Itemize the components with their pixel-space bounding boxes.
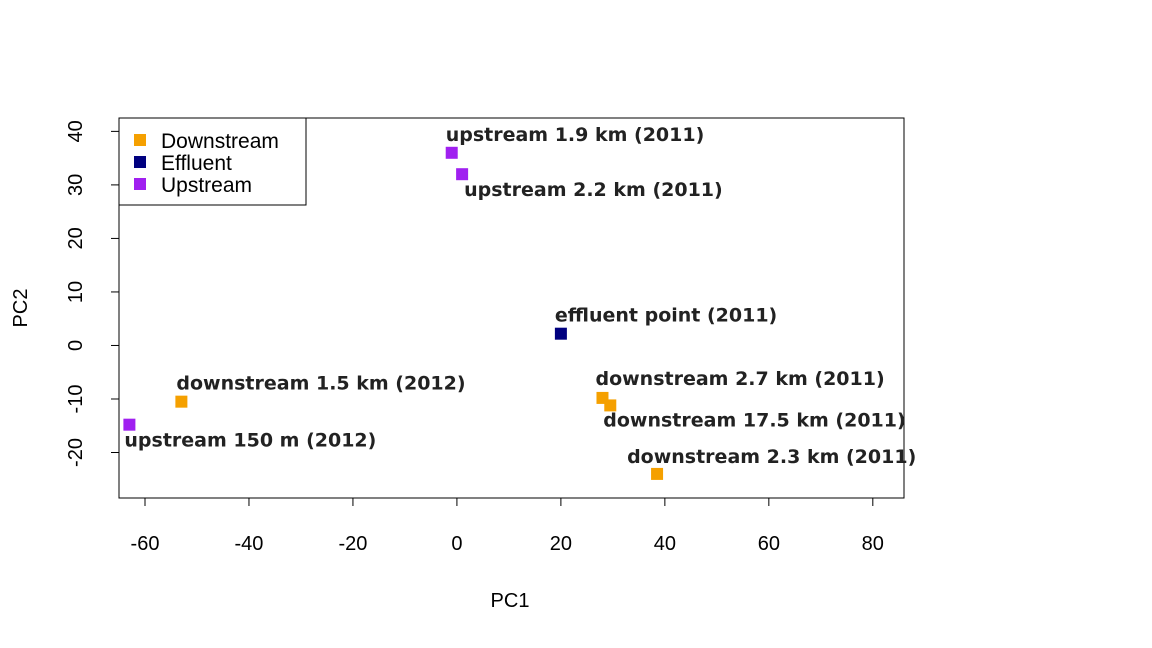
legend-swatch-upstream xyxy=(134,178,146,190)
data-point-marker xyxy=(175,395,188,408)
data-point-marker xyxy=(445,146,458,159)
data-point-marker xyxy=(123,418,136,431)
x-tick-label: 20 xyxy=(550,533,572,555)
y-tick-label: 10 xyxy=(65,281,87,303)
x-tick-label: -60 xyxy=(131,533,160,555)
x-axis-title: PC1 xyxy=(491,590,530,612)
data-point-marker xyxy=(456,168,469,181)
legend-label-effluent: Effluent xyxy=(161,152,232,175)
data-point-label: downstream 17.5 km (2011) xyxy=(603,409,905,431)
y-axis-title: PC2 xyxy=(10,289,32,328)
legend-swatch-downstream xyxy=(134,134,146,146)
data-point-label: upstream 150 m (2012) xyxy=(124,430,376,452)
x-tick-label: 0 xyxy=(451,533,462,555)
y-tick-label: 0 xyxy=(65,340,87,351)
data-point-label: effluent point (2011) xyxy=(555,305,777,327)
legend-swatch-effluent xyxy=(134,156,146,168)
y-tick-label: 30 xyxy=(65,174,87,196)
x-axis: -60 -40 -20 0 20 40 60 80 xyxy=(131,497,884,555)
data-points: upstream 1.9 km (2011) upstream 2.2 km (2… xyxy=(123,124,916,480)
legend: Downstream Effluent Upstream xyxy=(118,117,307,206)
legend-label-upstream: Upstream xyxy=(161,174,252,197)
data-point-marker xyxy=(554,327,567,340)
y-tick-label: -10 xyxy=(65,385,87,414)
data-point-label: downstream 2.3 km (2011) xyxy=(627,446,916,468)
legend-box xyxy=(118,117,307,206)
data-point-label: upstream 1.9 km (2011) xyxy=(446,124,705,146)
x-tick-label: 60 xyxy=(758,533,780,555)
x-tick-label: 80 xyxy=(862,533,884,555)
data-point-label: upstream 2.2 km (2011) xyxy=(464,179,723,201)
y-tick-label: -20 xyxy=(65,438,87,467)
data-point-label: downstream 2.7 km (2011) xyxy=(595,368,884,390)
legend-label-downstream: Downstream xyxy=(161,130,279,153)
data-point-marker xyxy=(651,467,664,480)
data-point-label: downstream 1.5 km (2012) xyxy=(176,373,465,395)
y-axis: -20 -10 0 10 20 30 40 xyxy=(65,120,120,467)
x-tick-label: -40 xyxy=(235,533,264,555)
y-tick-label: 40 xyxy=(65,120,87,142)
x-tick-label: -20 xyxy=(338,533,367,555)
x-tick-label: 40 xyxy=(654,533,676,555)
data-point-marker xyxy=(604,399,617,412)
y-tick-label: 20 xyxy=(65,227,87,249)
